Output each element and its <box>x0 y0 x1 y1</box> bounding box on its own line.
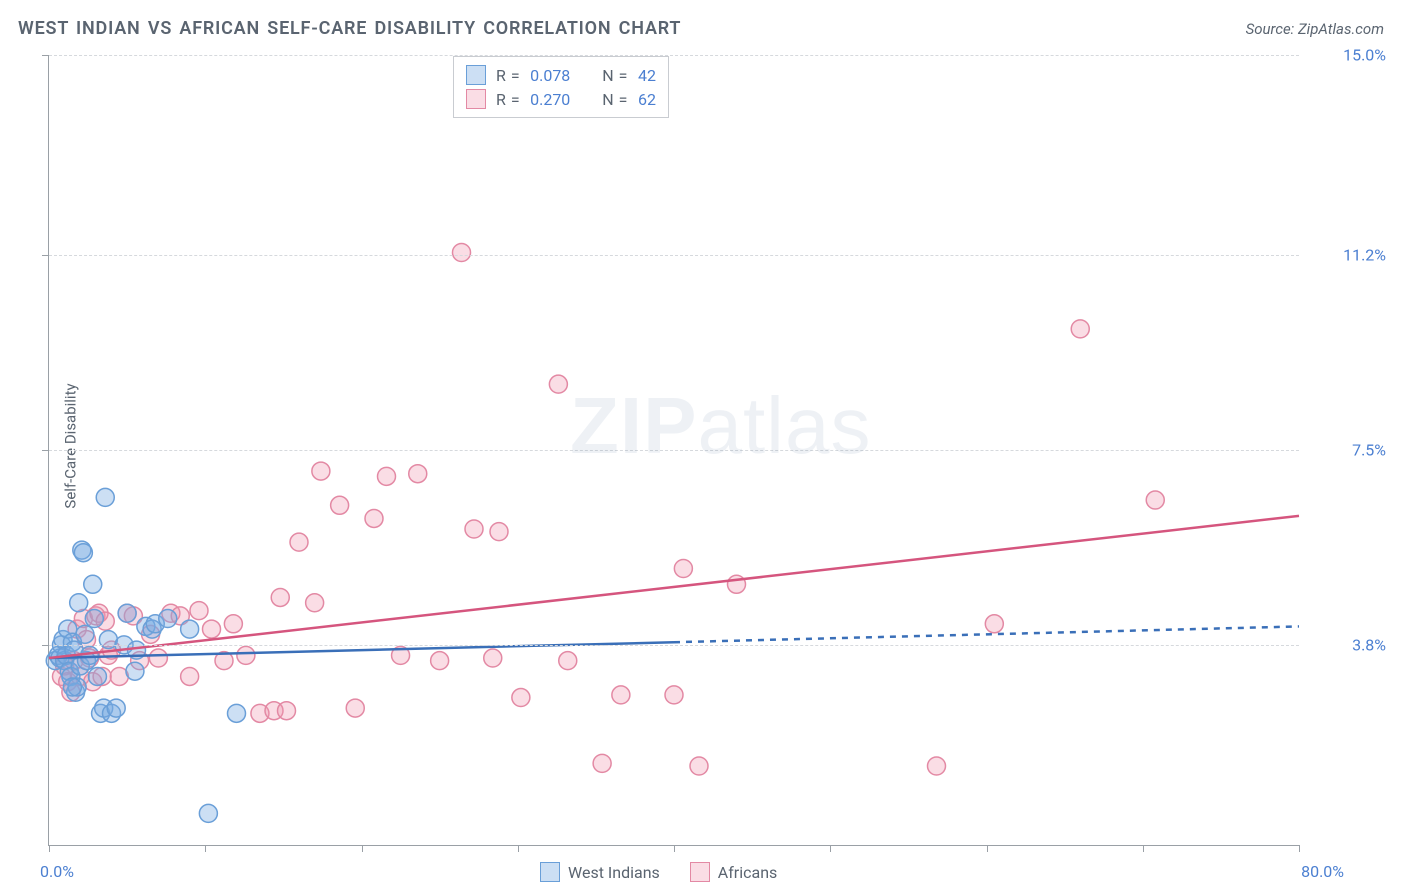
swatch-icon <box>540 862 560 882</box>
swatch-west-indians <box>466 65 486 85</box>
source-attribution: Source: ZipAtlas.com <box>1246 20 1384 38</box>
chart-title: WEST INDIAN VS AFRICAN SELF-CARE DISABIL… <box>18 18 681 39</box>
legend-item-africans: Africans <box>690 862 777 882</box>
swatch-africans <box>466 89 486 109</box>
plot-area <box>48 55 1299 846</box>
correlation-legend: R = 0.078 N = 42 R = 0.270 N = 62 <box>453 56 669 118</box>
x-min-label: 0.0% <box>40 862 74 881</box>
x-max-label: 80.0% <box>1301 862 1344 881</box>
series-legend: West Indians Africans <box>540 862 777 882</box>
legend-row-west-indians: R = 0.078 N = 42 <box>466 63 656 87</box>
legend-row-africans: R = 0.270 N = 62 <box>466 87 656 111</box>
swatch-icon <box>690 862 710 882</box>
chart-container: WEST INDIAN VS AFRICAN SELF-CARE DISABIL… <box>0 0 1406 892</box>
legend-item-west-indians: West Indians <box>540 862 660 882</box>
